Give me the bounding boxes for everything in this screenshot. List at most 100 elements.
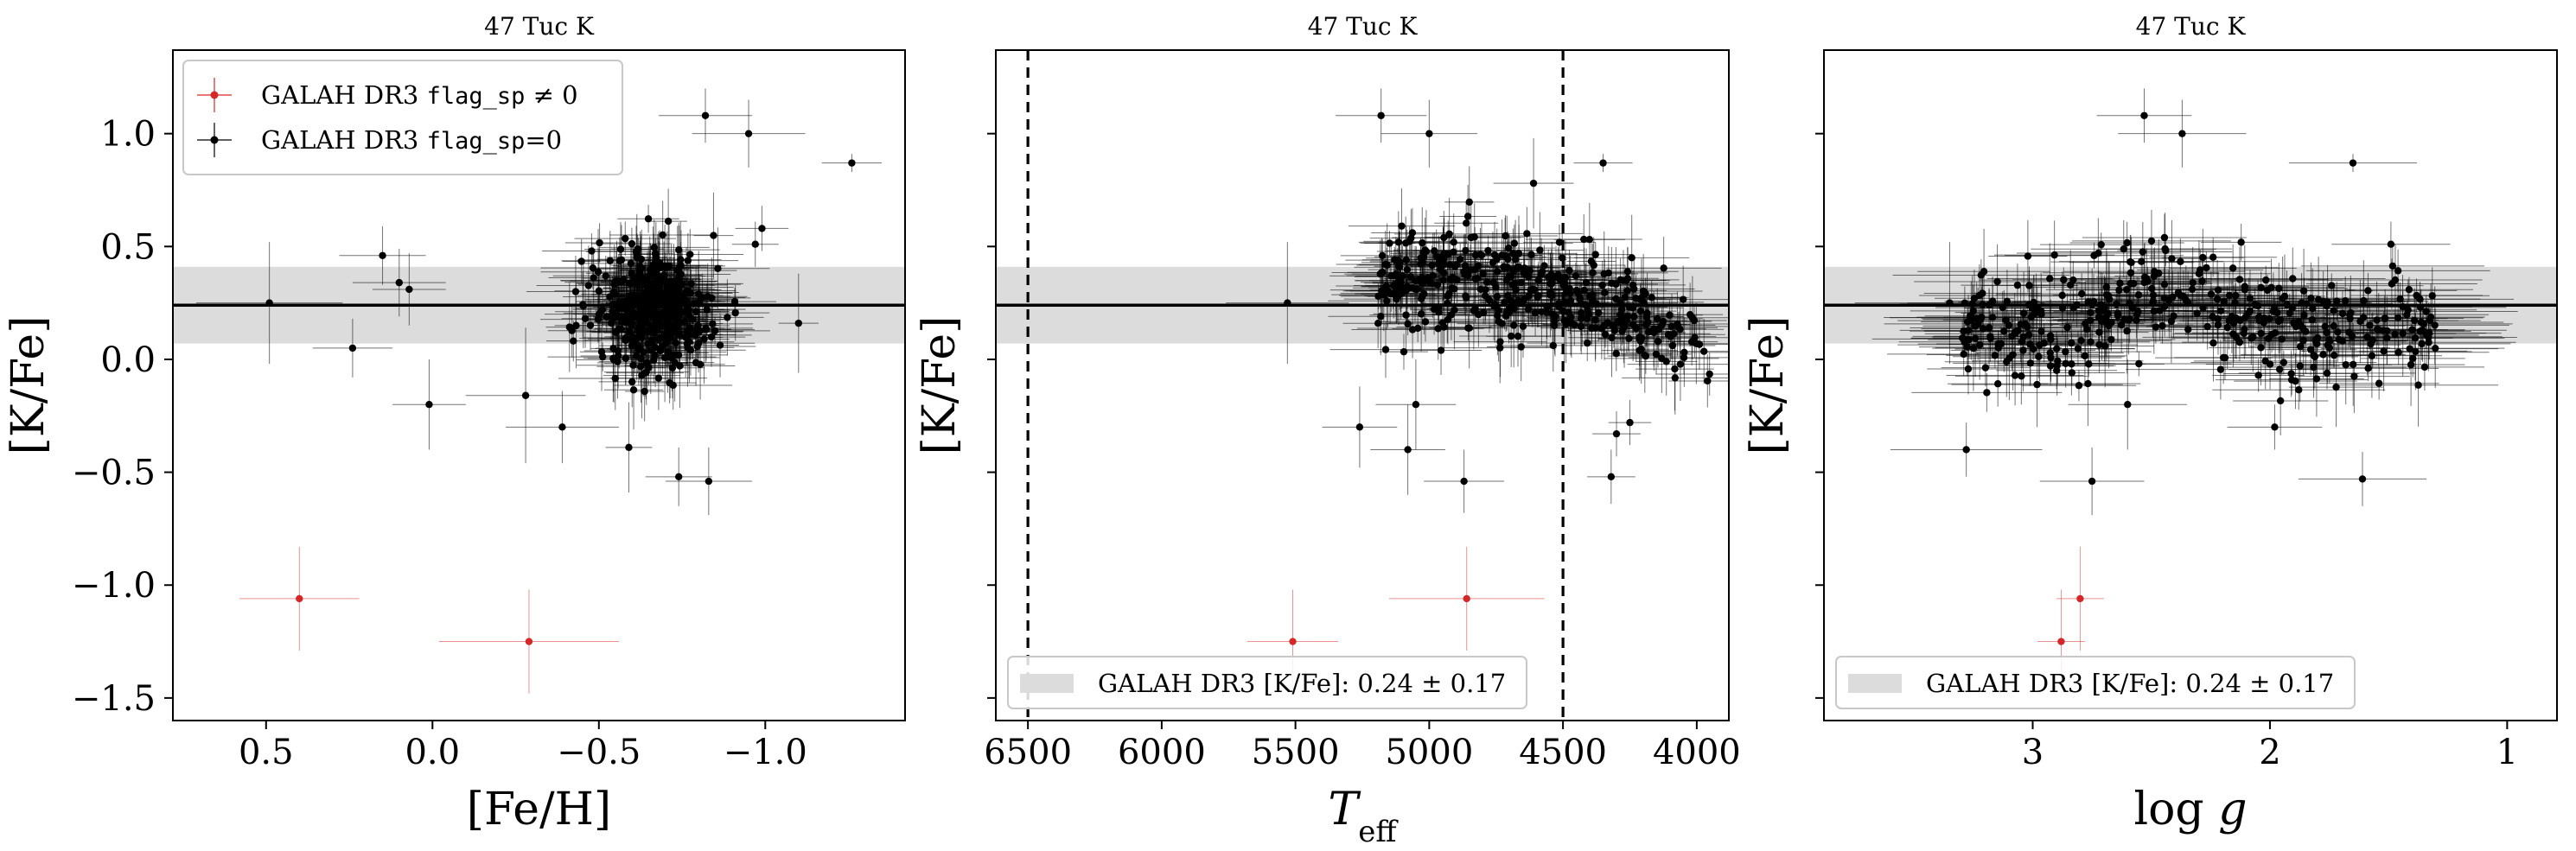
x-axis-label: [Fe/H] [467, 784, 611, 835]
data-point [628, 240, 635, 247]
data-point [2350, 372, 2357, 379]
data-point [2332, 384, 2339, 391]
data-point [1517, 279, 1524, 286]
flag0-point [1323, 386, 1398, 467]
data-point [1396, 264, 1403, 270]
flag0-point [196, 242, 342, 364]
data-point [1608, 334, 1615, 341]
data-point [558, 423, 565, 430]
data-point [2380, 347, 2387, 354]
data-point [669, 365, 676, 372]
data-point [1630, 313, 1637, 320]
data-point [2050, 251, 2057, 258]
data-point [670, 382, 677, 389]
data-point [758, 225, 765, 232]
data-point [2161, 234, 2168, 241]
data-point [634, 298, 641, 305]
data-point [625, 444, 632, 451]
y-tick-label: −0.5 [72, 454, 156, 493]
x-tick-label: 6000 [1118, 733, 1206, 772]
data-point [1514, 264, 1521, 270]
data-point [1471, 233, 1478, 240]
data-point [526, 638, 532, 645]
data-point [349, 345, 356, 352]
data-point [702, 112, 709, 119]
data-point [1548, 280, 1555, 287]
data-point [585, 282, 592, 289]
data-point [651, 278, 658, 285]
legend-label-value: 0.24 ± 0.17 [1357, 669, 1506, 698]
legend-box [183, 60, 622, 175]
data-point [2033, 381, 2040, 388]
data-point [607, 257, 614, 264]
data-point [2241, 330, 2248, 337]
data-point [1993, 278, 2000, 285]
data-point [1586, 236, 1593, 243]
data-point [1379, 252, 1386, 259]
x-tick-label: 0.0 [405, 733, 460, 772]
data-point [1968, 301, 1975, 308]
data-point [848, 159, 855, 166]
cluster-point [617, 205, 679, 232]
data-point [1498, 320, 1505, 327]
flag0-point [1592, 411, 1641, 456]
data-point [1642, 352, 1649, 359]
y-axis-label: [K/Fe] [3, 316, 54, 455]
flag0-point [466, 327, 586, 463]
data-point [1284, 299, 1291, 306]
data-point [651, 244, 658, 251]
data-point [1581, 287, 1588, 294]
data-point [579, 302, 586, 308]
plot-area [1824, 88, 2557, 693]
data-point [666, 314, 673, 321]
data-point [1523, 230, 1530, 237]
flag0-point [606, 403, 653, 493]
legend-marker [211, 137, 219, 144]
data-point [1426, 279, 1433, 286]
data-point [634, 251, 641, 257]
data-point [659, 299, 666, 306]
data-point [1613, 430, 1620, 437]
data-point [700, 335, 707, 342]
legend-label-code: flag_sp [427, 83, 526, 110]
data-point [1960, 351, 1967, 358]
data-point [1680, 349, 1687, 356]
legend-label-prefix: GALAH DR3 [261, 80, 427, 110]
x-tick-label: 4000 [1653, 733, 1741, 772]
data-point [644, 359, 651, 366]
data-point [745, 130, 752, 137]
data-point [1517, 343, 1524, 350]
data-point [717, 341, 724, 348]
data-point [1406, 238, 1412, 245]
data-point [1549, 273, 1556, 280]
data-point [1395, 238, 1402, 245]
data-point [1521, 296, 1527, 303]
cluster-point [609, 201, 716, 270]
x-tick-label: −0.5 [557, 733, 641, 772]
data-point [1640, 288, 1647, 295]
data-point [665, 329, 672, 336]
data-point [2346, 311, 2353, 318]
data-point [638, 372, 645, 378]
flag0-point [822, 154, 882, 172]
data-point [1530, 180, 1537, 187]
data-point [1704, 378, 1711, 384]
legend-band-swatch [1020, 674, 1074, 693]
data-point [1612, 281, 1619, 288]
data-point [1642, 321, 1649, 327]
data-point [1356, 423, 1363, 430]
data-point [1496, 344, 1503, 351]
data-point [1591, 262, 1597, 269]
data-point [1444, 316, 1451, 323]
data-point [1666, 311, 1673, 318]
data-point [1460, 478, 1467, 485]
data-point [1655, 326, 1662, 333]
data-point [599, 353, 606, 360]
data-point [1691, 317, 1698, 324]
data-point [2058, 292, 2065, 299]
data-point [650, 261, 657, 268]
data-point [1414, 325, 1421, 332]
axes-frame [996, 50, 1729, 721]
